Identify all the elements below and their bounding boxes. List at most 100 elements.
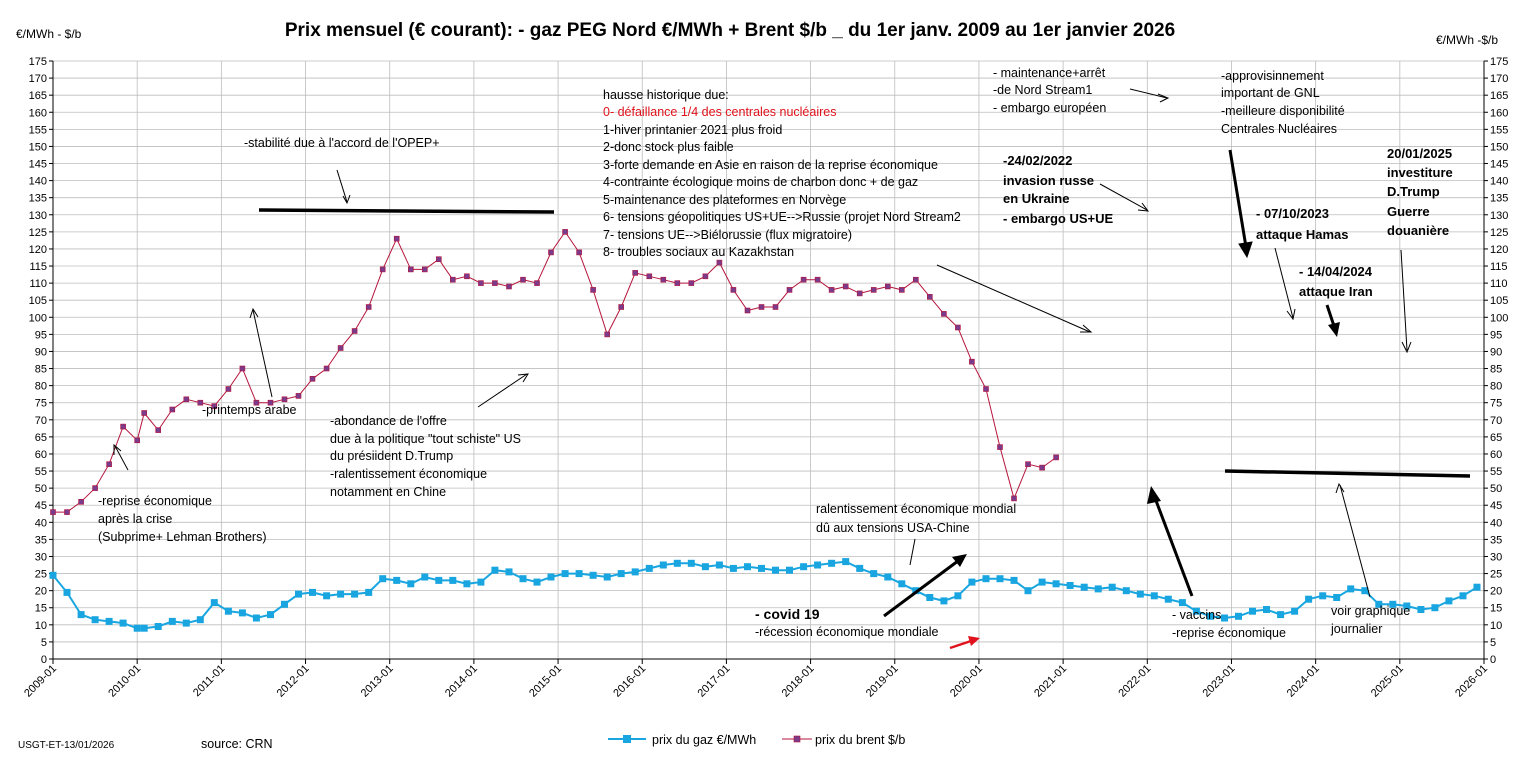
journalier-annotation-2: journalier bbox=[1330, 622, 1382, 636]
series-point-brent bbox=[421, 266, 428, 273]
trump-annotation-5: douanière bbox=[1387, 223, 1449, 238]
gnl-stability-bar bbox=[1224, 469, 1471, 478]
series-point-brent bbox=[379, 266, 386, 273]
nordstream-arrow bbox=[1129, 88, 1168, 99]
ralent-annotation-1: ralentissement économique mondial bbox=[816, 502, 1016, 516]
series-point-brent bbox=[576, 249, 582, 256]
y-tick-label-left: 175 bbox=[29, 56, 47, 68]
series-point-gas bbox=[140, 624, 148, 632]
series-point-brent bbox=[197, 399, 204, 406]
y-tick-label-left: 170 bbox=[29, 73, 47, 85]
y-tick-label-left: 145 bbox=[29, 159, 47, 171]
series-point-brent bbox=[604, 331, 611, 338]
series-point-gas bbox=[1108, 583, 1116, 591]
series-point-brent bbox=[983, 386, 989, 392]
y-tick-label-left: 50 bbox=[35, 483, 47, 495]
series-point-gas bbox=[996, 575, 1004, 583]
series-point-gas bbox=[1164, 595, 1172, 603]
series-point-gas bbox=[182, 619, 190, 627]
series-point-brent bbox=[814, 276, 821, 283]
series-point-gas bbox=[603, 573, 611, 581]
series-point-gas bbox=[196, 616, 204, 624]
y-tick-label-left: 0 bbox=[41, 654, 47, 666]
series-point-brent bbox=[365, 304, 372, 310]
series-point-gas bbox=[1417, 606, 1425, 613]
gnl-annotation-3: -meilleure disponibilité bbox=[1221, 104, 1345, 118]
schiste-annotation-2: due à la politique "tout schiste" US bbox=[330, 432, 521, 446]
y-tick-label-right: 170 bbox=[1490, 73, 1508, 85]
series-point-gas bbox=[323, 592, 331, 600]
y-tick-label-left: 5 bbox=[41, 637, 47, 649]
invasion-annotation-2: invasion russe bbox=[1003, 173, 1094, 188]
y-tick-label-left: 165 bbox=[29, 90, 47, 102]
vaccins-annotation-2: -reprise économique bbox=[1172, 626, 1286, 640]
y-tick-label-right: 150 bbox=[1490, 141, 1508, 153]
series-point-gas bbox=[77, 611, 85, 619]
opep-annotation: -stabilité due à l'accord de l'OPEP+ bbox=[244, 136, 440, 150]
series-point-gas bbox=[365, 588, 373, 596]
series-point-brent bbox=[337, 345, 344, 351]
series-point-brent bbox=[842, 283, 849, 290]
reprise-annotation-2: après la crise bbox=[98, 512, 172, 526]
y-tick-label-left: 35 bbox=[35, 534, 47, 546]
y-tick-label-right: 60 bbox=[1490, 449, 1502, 461]
series-point-brent bbox=[492, 280, 498, 286]
series-point-gas bbox=[744, 563, 751, 571]
series-point-brent bbox=[520, 276, 526, 283]
schiste-arrow bbox=[477, 373, 528, 408]
series-point-gas bbox=[519, 575, 527, 583]
covid-annotation-2: -récession économique mondiale bbox=[755, 625, 938, 639]
y-tick-label-left: 80 bbox=[35, 381, 47, 393]
series-point-brent bbox=[141, 410, 147, 416]
y-tick-label-left: 100 bbox=[29, 312, 47, 324]
series-point-brent bbox=[941, 311, 947, 317]
series-point-gas bbox=[1361, 587, 1369, 595]
y-tick-label-right: 115 bbox=[1490, 261, 1508, 273]
hamas-annotation-2: attaque Hamas bbox=[1256, 227, 1348, 242]
y-tick-label-left: 55 bbox=[35, 466, 47, 478]
footer-code: USGT-ET-13/01/2026 bbox=[18, 740, 115, 751]
nordstream-annotation-2: -de Nord Stream1 bbox=[993, 83, 1092, 97]
y-tick-label-right: 100 bbox=[1490, 312, 1508, 324]
series-point-gas bbox=[337, 590, 345, 598]
series-point-gas bbox=[1263, 606, 1270, 613]
series-point-gas bbox=[267, 611, 274, 619]
series-point-brent bbox=[449, 276, 456, 283]
gnl-annotation-1: -approvisinnement bbox=[1221, 69, 1324, 83]
y-tick-label-right: 35 bbox=[1490, 534, 1502, 546]
series-point-gas bbox=[91, 616, 99, 624]
series-point-gas bbox=[1277, 611, 1285, 619]
series-layer bbox=[49, 229, 1481, 632]
series-point-brent bbox=[1025, 461, 1031, 468]
series-point-brent bbox=[64, 509, 70, 515]
series-point-brent bbox=[120, 423, 126, 430]
series-point-gas bbox=[954, 592, 962, 600]
hausse-item-3: 3-forte demande en Asie en raison de la … bbox=[603, 158, 938, 172]
printemps-annotation: -printemps arabe bbox=[202, 403, 297, 417]
y-tick-label-right: 20 bbox=[1490, 586, 1502, 598]
series-point-brent bbox=[323, 365, 330, 372]
series-point-gas bbox=[659, 561, 667, 569]
series-point-gas bbox=[1305, 595, 1313, 603]
series-point-gas bbox=[1038, 578, 1046, 586]
series-point-gas bbox=[1150, 592, 1158, 600]
y-tick-label-left: 45 bbox=[35, 500, 47, 512]
series-point-gas bbox=[1347, 585, 1355, 593]
series-point-gas bbox=[645, 564, 653, 572]
series-point-gas bbox=[1473, 583, 1481, 591]
nordstream-annotation-1: - maintenance+arrêt bbox=[993, 66, 1106, 80]
y-tick-label-left: 85 bbox=[35, 364, 47, 376]
series-point-brent bbox=[169, 406, 176, 413]
series-point-gas bbox=[786, 566, 793, 574]
y-tick-label-right: 135 bbox=[1490, 193, 1508, 205]
series-point-brent bbox=[239, 365, 246, 372]
nordstream-annotation-3: - embargo européen bbox=[993, 101, 1106, 115]
hausse-item-4: 4-contrainte écologique moins de charbon… bbox=[603, 175, 918, 189]
series-point-gas bbox=[1136, 590, 1144, 598]
journalier-annotation-1: voir graphique bbox=[1331, 604, 1410, 618]
series-point-brent bbox=[702, 273, 709, 280]
series-point-brent bbox=[688, 280, 695, 286]
y-tick-label-left: 150 bbox=[29, 141, 47, 153]
y-tick-label-right: 40 bbox=[1490, 517, 1502, 529]
